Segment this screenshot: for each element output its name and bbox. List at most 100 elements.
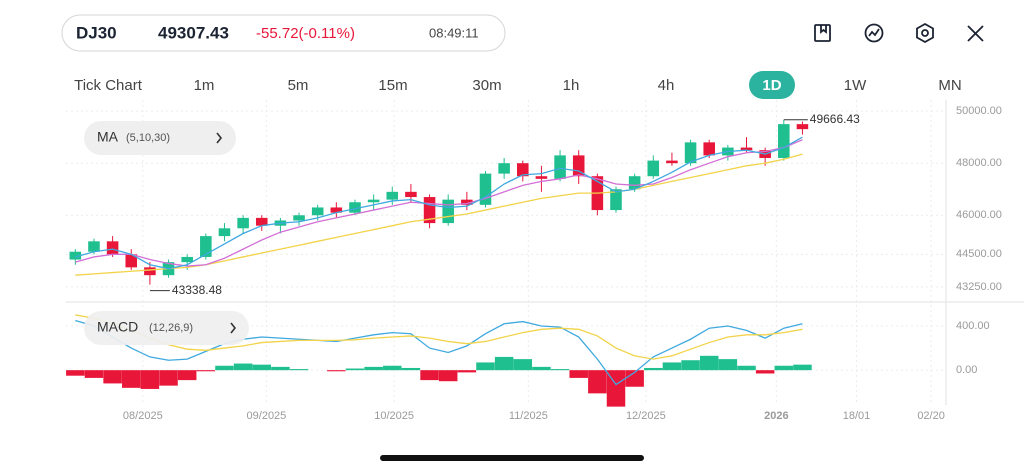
histogram-bar	[140, 370, 160, 389]
histogram-bar	[327, 370, 346, 372]
histogram-bar	[569, 370, 588, 378]
y-tick-label: 400.00	[956, 320, 990, 332]
y-tick-label: 43250.00	[956, 281, 1002, 293]
symbol: DJ30	[76, 23, 117, 42]
macd-params: (12,26,9)	[149, 322, 193, 334]
x-tick-label: 10/2025	[374, 410, 414, 422]
y-tick-label: 48000.00	[956, 157, 1002, 169]
candle-body	[367, 199, 380, 203]
candle-body	[125, 254, 138, 268]
indicator-line	[75, 314, 803, 360]
timeframe-tab[interactable]: 1h	[563, 77, 580, 94]
x-tick-label: 02/20	[917, 410, 945, 422]
candle-body	[479, 173, 492, 205]
histogram-bar	[103, 370, 122, 384]
bookmark-icon[interactable]	[814, 24, 831, 42]
timeframe-tab[interactable]: Tick Chart	[74, 77, 143, 94]
candle-body	[293, 215, 305, 221]
settings-icon[interactable]	[916, 22, 934, 44]
macd-pill[interactable]	[84, 311, 249, 345]
indicator-icon[interactable]	[864, 23, 884, 43]
candle-body	[461, 199, 473, 205]
histogram-bar	[662, 362, 682, 371]
histogram-bar	[532, 366, 551, 371]
histogram-bar	[383, 365, 402, 371]
home-indicator	[380, 455, 644, 461]
histogram-bar	[252, 364, 272, 371]
candle-body	[517, 163, 529, 177]
y-tick-label: 46000.00	[956, 209, 1002, 221]
candle-body	[796, 124, 809, 130]
plot: 08/2025 09/2025 10/2025 11/2025 12/2025 2026 1…	[66, 100, 1002, 422]
x-tick-label: 08/2025	[123, 410, 163, 422]
histogram-bar	[513, 359, 533, 371]
high-label: 49666.43	[810, 112, 860, 126]
candle-body	[330, 207, 343, 213]
histogram-bar	[84, 370, 104, 378]
histogram-bar	[550, 369, 570, 371]
candle-body	[442, 199, 454, 224]
timeframe-tab[interactable]: 15m	[378, 77, 407, 94]
histogram-bar	[196, 370, 216, 372]
candle-body	[778, 124, 790, 158]
histogram-bar	[233, 363, 253, 371]
timeframe-tab[interactable]: 4h	[658, 77, 675, 94]
timeframe-tab[interactable]: 30m	[472, 77, 501, 94]
timeframe-tab[interactable]: 5m	[288, 77, 309, 94]
timeframe-tab[interactable]: 1W	[844, 77, 867, 94]
candle-body	[386, 191, 399, 200]
histogram-bar	[718, 359, 738, 371]
histogram-bar	[420, 370, 439, 381]
candle-body	[535, 176, 548, 179]
selected-tab	[749, 71, 795, 99]
candle-body	[349, 202, 361, 213]
x-tick-label: 12/2025	[626, 410, 666, 422]
candle-body	[405, 191, 417, 198]
close-icon[interactable]	[967, 25, 984, 42]
x-tick-label: 2026	[764, 410, 788, 422]
histogram-bar	[159, 370, 178, 386]
candle-body	[255, 217, 268, 226]
y-tick-label: 50000.00	[956, 105, 1002, 117]
candle-body	[628, 176, 641, 190]
histogram-bar	[755, 370, 775, 374]
y-tick-label: 44500.00	[956, 248, 1002, 260]
candle-body	[610, 189, 622, 211]
candle-body	[88, 241, 100, 252]
timeframe-tab[interactable]: 1D	[762, 77, 781, 94]
histogram-bar	[644, 367, 663, 371]
toolbar	[814, 22, 984, 44]
candle-body	[181, 256, 193, 263]
macd-label: MACD	[97, 319, 138, 335]
y-tick-label: 0.00	[956, 364, 977, 376]
histogram-bar	[215, 365, 234, 371]
candle-body	[666, 160, 678, 164]
candle-body	[554, 155, 566, 179]
histogram-bar	[494, 356, 514, 371]
candle-body	[703, 142, 715, 156]
histogram-bar	[401, 367, 421, 371]
histogram-bar	[345, 368, 365, 371]
timeframe-tab[interactable]: 1m	[194, 77, 215, 94]
histogram-bar	[681, 360, 700, 371]
candle-body	[498, 163, 510, 174]
candle-body	[237, 217, 249, 229]
histogram-bar	[699, 355, 719, 371]
ma-pill[interactable]	[84, 121, 236, 155]
histogram-bar	[438, 370, 458, 382]
candle-body	[572, 155, 585, 177]
ma-params: (5,10,30)	[126, 132, 170, 144]
histogram-bar	[625, 370, 644, 387]
timeframe-tab[interactable]: MN	[938, 77, 961, 94]
candle-body	[218, 228, 231, 237]
histogram-bar	[66, 370, 85, 376]
price-change: -55.72(-0.11%)	[256, 25, 355, 42]
histogram-bar	[774, 365, 794, 371]
candle-body	[684, 142, 697, 164]
last-price: 49307.43	[158, 23, 229, 42]
indicator-line	[75, 319, 803, 386]
histogram-bar	[737, 365, 756, 371]
histogram-bar	[457, 370, 477, 373]
